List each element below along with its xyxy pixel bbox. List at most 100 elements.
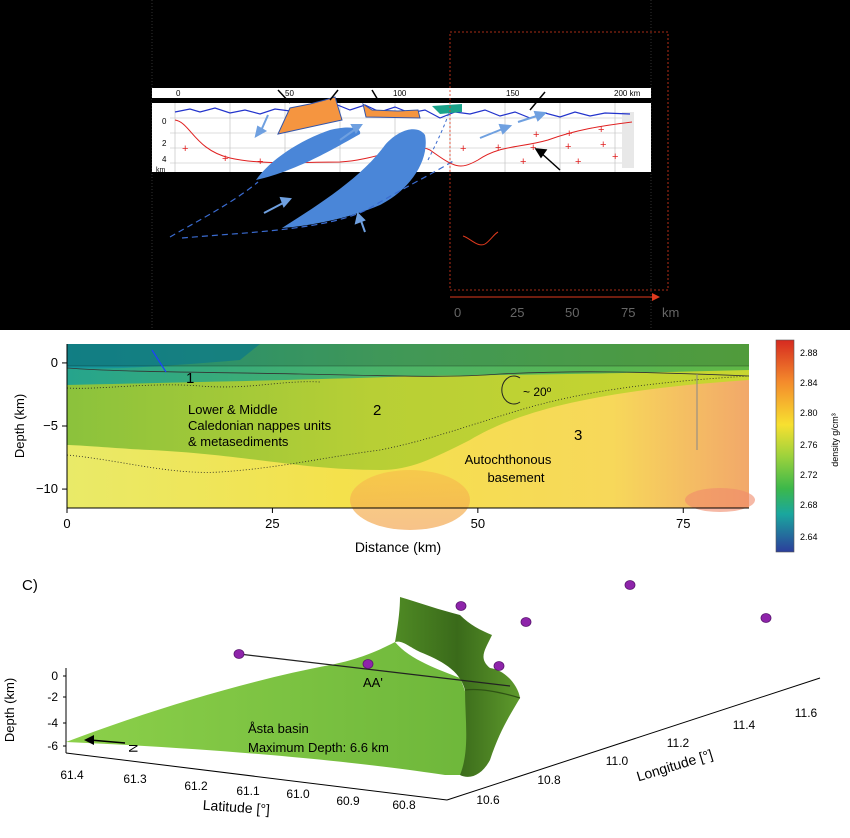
- angle-arc: [501, 375, 521, 405]
- nappes-label-line-3: & metasediments: [188, 434, 289, 449]
- lon-tick-10-6: 10.6: [476, 793, 500, 807]
- annotation-arrows: [277, 89, 561, 171]
- depth-tick-0: 0: [51, 669, 58, 683]
- profile-label-aa: AA': [363, 675, 383, 690]
- basin-floor: [66, 642, 485, 775]
- depth-tick-0: 0: [162, 117, 167, 126]
- blue-nappe-2: [282, 129, 426, 228]
- side-ticks: [622, 112, 634, 168]
- svg-text:+: +: [222, 153, 228, 165]
- topography-profile: [66, 367, 750, 377]
- y-axis-label: Depth (km): [12, 394, 27, 458]
- depth-tick-2: -2: [47, 690, 58, 704]
- svg-text:+: +: [575, 156, 581, 168]
- x-tick-label: 25: [265, 516, 279, 531]
- colorbar-label: density g/cm³: [830, 413, 840, 467]
- y-tick-label: −10: [36, 481, 58, 496]
- lon-tick-10-8: 10.8: [537, 773, 561, 787]
- nappes-label-line-2: Caledonian nappes units: [188, 418, 332, 433]
- lat-tick-60-8: 60.8: [392, 798, 416, 812]
- longitude-axis-label: Longitude [°]: [635, 746, 715, 784]
- latitude-axis-line: [65, 752, 448, 801]
- green-nappe: [432, 104, 462, 114]
- orange-anomaly: [350, 470, 470, 530]
- scale-tick-200: 200 km: [614, 89, 641, 98]
- scale-bar: [152, 88, 651, 98]
- svg-text:+: +: [565, 141, 571, 153]
- station-marker: [760, 613, 772, 623]
- colorbar-tick-268: 2.68: [800, 500, 818, 510]
- basin-3d-panel: C) AA' N Åsta basin Maximum Depth: 6.6 k…: [0, 570, 850, 838]
- north-arrow-head: [84, 735, 94, 745]
- inset-tick-0: 0: [454, 305, 461, 320]
- thrust-line-3: [427, 109, 451, 161]
- station-marker: [624, 580, 636, 590]
- svg-text:+: +: [520, 156, 526, 168]
- colorbar-tick-272: 2.72: [800, 470, 818, 480]
- station-marker: [520, 617, 532, 627]
- basin-wall: [395, 597, 520, 777]
- orange-nappe-2: [362, 102, 421, 119]
- longitude-axis-line: [446, 677, 821, 801]
- scale-tick-50: 50: [285, 89, 294, 98]
- zone-label-1: 1: [186, 370, 194, 387]
- zone-label-3: 3: [574, 427, 582, 444]
- north-arrow: [89, 739, 126, 744]
- lat-tick-60-9: 60.9: [336, 794, 360, 808]
- panel-label-c: C): [22, 577, 38, 594]
- scale-band: [152, 98, 651, 103]
- svg-text:+: +: [533, 129, 539, 141]
- inset-tick-50: 50: [565, 305, 579, 320]
- y-tick-label: −5: [43, 418, 58, 433]
- depth-tick-2: 2: [162, 139, 167, 148]
- density-axes: 0 25 50 75 0 −5 −10: [36, 355, 691, 531]
- svg-text:+: +: [598, 124, 604, 136]
- station-marker: [362, 659, 374, 669]
- scale-tick-150: 150: [506, 89, 520, 98]
- lon-tick-11-4: 11.4: [733, 718, 756, 732]
- basement-crosses: ++ + + + + + ++ + ++ + +: [182, 124, 618, 168]
- svg-text:+: +: [612, 151, 618, 163]
- stations: [233, 580, 772, 671]
- latitude-axis-label: Latitude [°]: [202, 797, 270, 818]
- density-model-panel: 1 2 3 Lower & Middle Caledonian nappes u…: [0, 330, 850, 570]
- angle-label: ~ 20º: [523, 385, 552, 399]
- x-tick-label: 0: [63, 516, 70, 531]
- svg-text:+: +: [566, 128, 572, 140]
- lat-tick-61-3: 61.3: [123, 772, 147, 786]
- north-label: N: [126, 744, 140, 753]
- boundary-dotted-2: [66, 375, 750, 473]
- lat-tick-61-4: 61.4: [60, 768, 84, 782]
- svg-text:+: +: [257, 156, 263, 168]
- depth-tick-6: -6: [47, 739, 58, 753]
- profile-line-aa: [238, 653, 511, 687]
- basement-label-line-2: basement: [487, 470, 544, 485]
- lon-tick-11-2: 11.2: [667, 736, 690, 750]
- inset-unit: km: [662, 305, 679, 320]
- blue-nappe-1: [256, 127, 361, 180]
- svg-text:+: +: [460, 143, 466, 155]
- lon-tick-11-0: 11.0: [606, 754, 629, 768]
- wall-edge: [464, 688, 521, 699]
- scale-tick-0: 0: [176, 89, 181, 98]
- lon-tick-11-6: 11.6: [795, 706, 818, 720]
- colorbar-tick-264: 2.64: [800, 532, 818, 542]
- svg-text:+: +: [530, 142, 536, 154]
- colorbar-tick-288: 2.88: [800, 348, 818, 358]
- depth-tick-km: km: [156, 167, 166, 174]
- y-tick-label: 0: [51, 355, 58, 370]
- cross-section-panel: 0 50 100 150 200 km 0 2 4 km + + + + + + + + +…: [0, 0, 850, 330]
- x-tick-label: 50: [471, 516, 485, 531]
- lat-tick-61-0: 61.0: [286, 787, 310, 801]
- blue-pointer: [151, 349, 167, 373]
- cross-section-figure: 0 50 100 150 200 km 0 2 4 km ++ + + + + + ++…: [151, 0, 679, 330]
- thrust-line-1: [169, 181, 259, 238]
- basin-3d-figure: C) AA' N Åsta basin Maximum Depth: 6.6 k…: [2, 577, 821, 818]
- colorbar: [775, 339, 795, 553]
- inset-curve: [462, 231, 499, 246]
- zone-1-dark: [67, 344, 260, 369]
- basin-name: Åsta basin: [248, 721, 309, 736]
- nappes-label-line-1: Lower & Middle: [188, 402, 278, 417]
- inset-axis-arrow: [652, 293, 660, 301]
- depth-tick-4: 4: [162, 155, 167, 164]
